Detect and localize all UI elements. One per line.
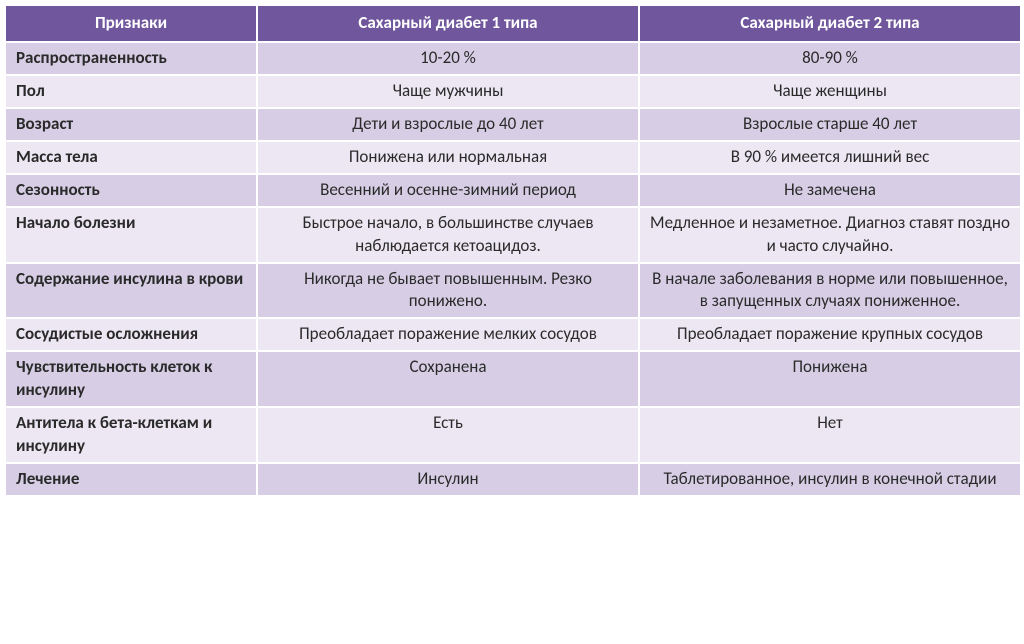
- row-label: Возраст: [5, 108, 257, 141]
- row-label: Антитела к бета-клеткам и инсулину: [5, 407, 257, 463]
- row-type1: Инсулин: [257, 463, 639, 496]
- row-label: Содержание инсулина в крови: [5, 263, 257, 319]
- row-type1: Понижена или нормальная: [257, 141, 639, 174]
- table-row: Сосудистые осложнения Преобладает пораже…: [5, 318, 1021, 351]
- row-type2: Медленное и незаметное. Диагноз ставят п…: [639, 207, 1021, 263]
- header-type2: Сахарный диабет 2 типа: [639, 5, 1021, 42]
- diabetes-comparison-table: Признаки Сахарный диабет 1 типа Сахарный…: [4, 4, 1022, 497]
- row-label: Сезонность: [5, 174, 257, 207]
- table-row: Содержание инсулина в крови Никогда не б…: [5, 263, 1021, 319]
- row-type2: Взрослые старше 40 лет: [639, 108, 1021, 141]
- row-label: Лечение: [5, 463, 257, 496]
- table-header-row: Признаки Сахарный диабет 1 типа Сахарный…: [5, 5, 1021, 42]
- table-row: Пол Чаще мужчины Чаще женщины: [5, 75, 1021, 108]
- row-type1: Никогда не бывает повышенным. Резко пони…: [257, 263, 639, 319]
- row-type1: Дети и взрослые до 40 лет: [257, 108, 639, 141]
- row-type1: 10-20 %: [257, 42, 639, 75]
- row-type1: Чаще мужчины: [257, 75, 639, 108]
- table-row: Сезонность Весенний и осенне-зимний пери…: [5, 174, 1021, 207]
- table-row: Масса тела Понижена или нормальная В 90 …: [5, 141, 1021, 174]
- table-row: Распространенность 10-20 % 80-90 %: [5, 42, 1021, 75]
- table-row: Начало болезни Быстрое начало, в большин…: [5, 207, 1021, 263]
- row-type2: В начале заболевания в норме или повышен…: [639, 263, 1021, 319]
- header-signs: Признаки: [5, 5, 257, 42]
- table-body: Распространенность 10-20 % 80-90 % Пол Ч…: [5, 42, 1021, 496]
- row-type2: Понижена: [639, 351, 1021, 407]
- row-type2: Нет: [639, 407, 1021, 463]
- header-type1: Сахарный диабет 1 типа: [257, 5, 639, 42]
- row-label: Сосудистые осложнения: [5, 318, 257, 351]
- row-type1: Весенний и осенне-зимний период: [257, 174, 639, 207]
- row-type1: Преобладает поражение мелких сосудов: [257, 318, 639, 351]
- row-type2: Не замечена: [639, 174, 1021, 207]
- row-label: Начало болезни: [5, 207, 257, 263]
- row-type2: Преобладает поражение крупных сосудов: [639, 318, 1021, 351]
- row-label: Масса тела: [5, 141, 257, 174]
- row-type1: Сохранена: [257, 351, 639, 407]
- row-type2: Таблетированное, инсулин в конечной стад…: [639, 463, 1021, 496]
- row-type1: Есть: [257, 407, 639, 463]
- table-row: Лечение Инсулин Таблетированное, инсулин…: [5, 463, 1021, 496]
- table-row: Антитела к бета-клеткам и инсулину Есть …: [5, 407, 1021, 463]
- row-label: Пол: [5, 75, 257, 108]
- table-row: Чувствительность клеток к инсулину Сохра…: [5, 351, 1021, 407]
- row-label: Распространенность: [5, 42, 257, 75]
- row-type1: Быстрое начало, в большинстве случаев на…: [257, 207, 639, 263]
- row-type2: 80-90 %: [639, 42, 1021, 75]
- row-label: Чувствительность клеток к инсулину: [5, 351, 257, 407]
- row-type2: Чаще женщины: [639, 75, 1021, 108]
- table-row: Возраст Дети и взрослые до 40 лет Взросл…: [5, 108, 1021, 141]
- row-type2: В 90 % имеется лишний вес: [639, 141, 1021, 174]
